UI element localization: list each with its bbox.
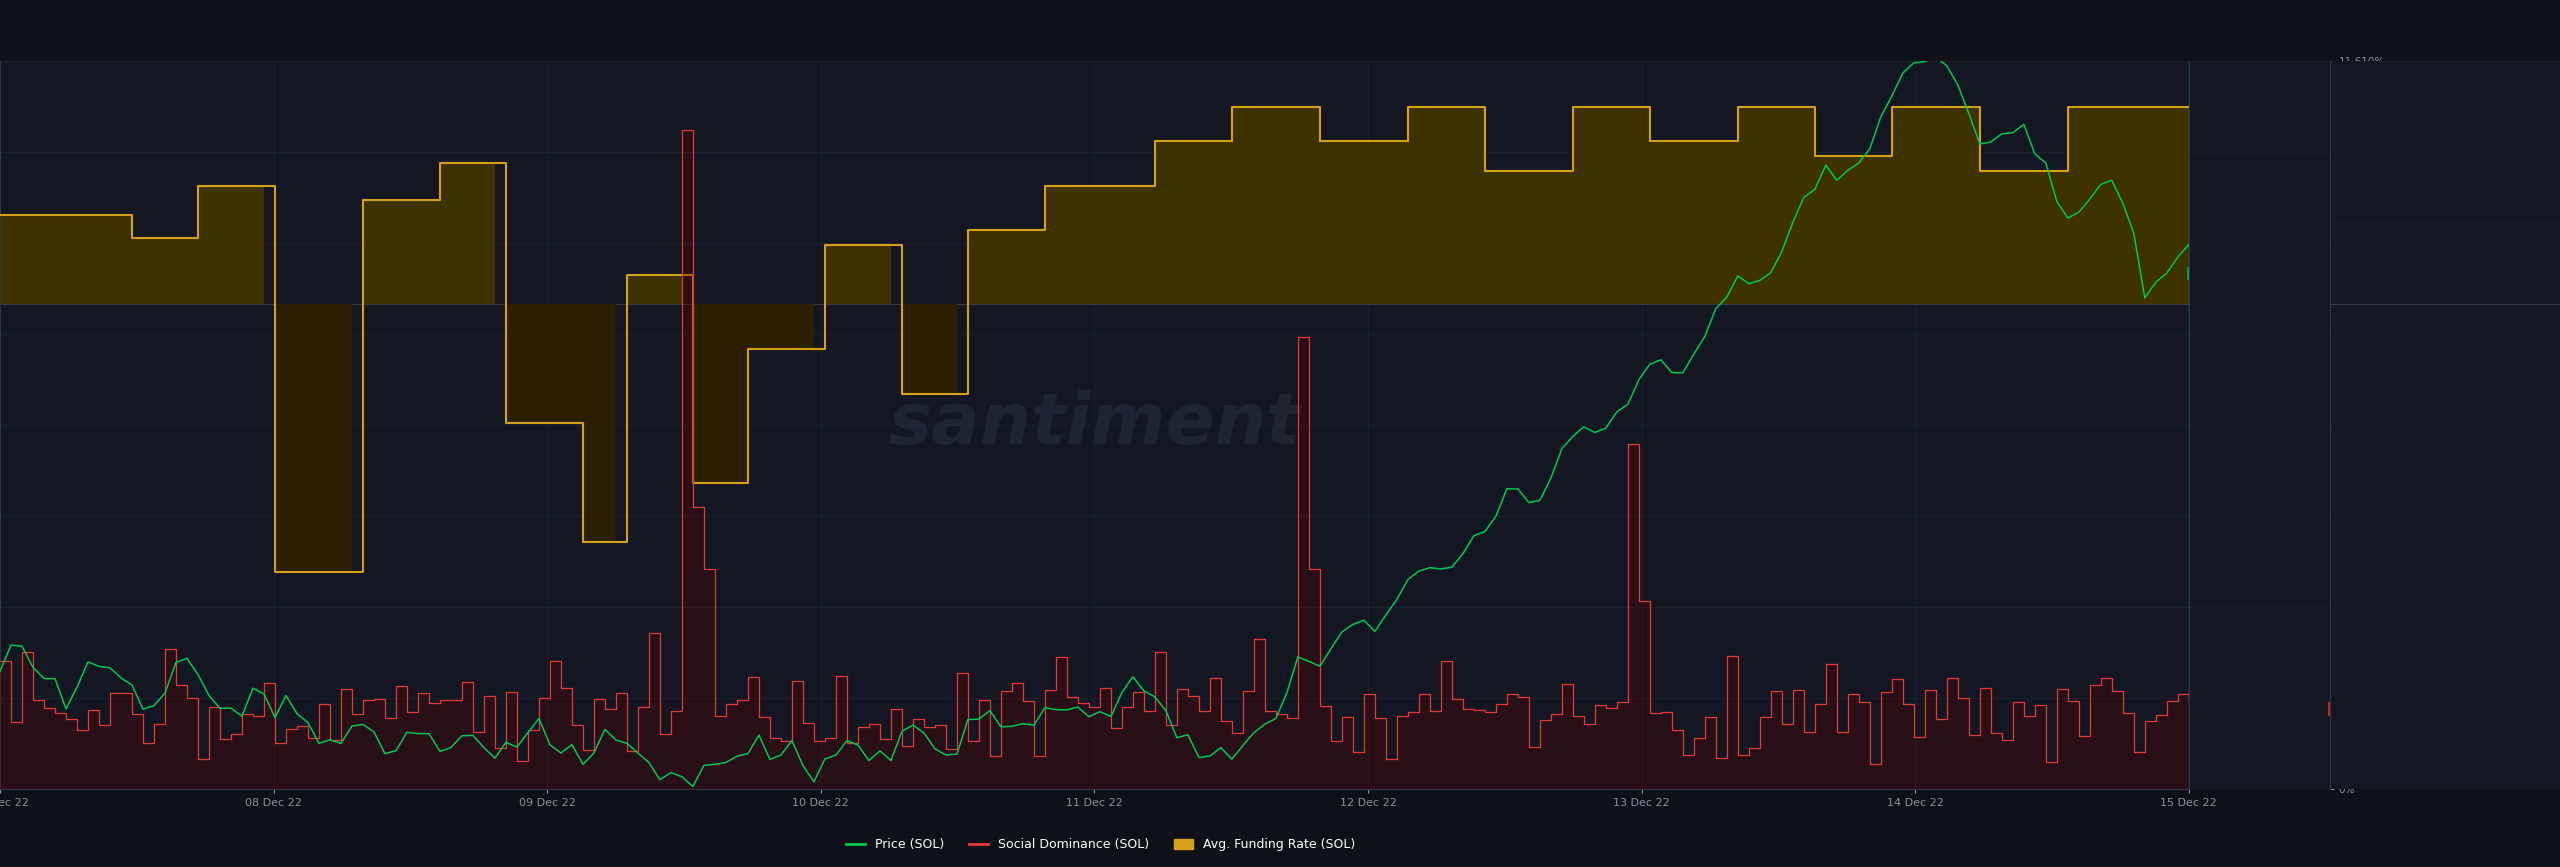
Legend: Price (SOL), Social Dominance (SOL), Avg. Funding Rate (SOL): Price (SOL), Social Dominance (SOL), Avg… bbox=[842, 833, 1359, 857]
Text: 1.278%: 1.278% bbox=[2330, 704, 2378, 714]
Text: santiment: santiment bbox=[888, 390, 1300, 460]
Text: 14.296: 14.296 bbox=[2189, 269, 2240, 278]
